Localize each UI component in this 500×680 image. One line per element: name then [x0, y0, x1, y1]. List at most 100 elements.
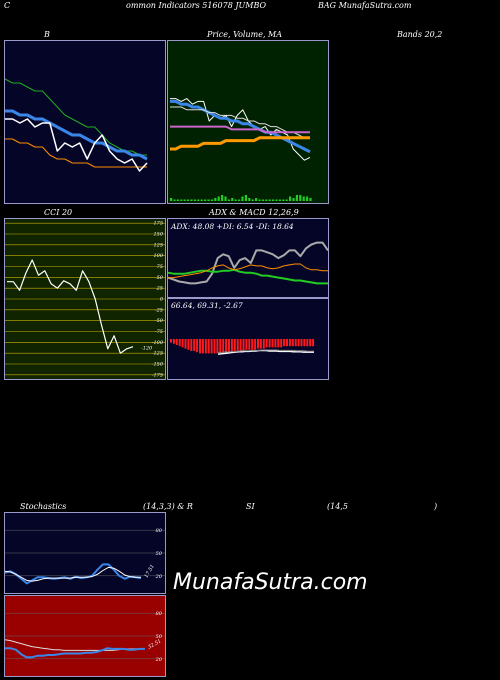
macd-histogram-bar	[254, 339, 257, 350]
macd-chart	[170, 339, 315, 355]
cci-tick-label: -100	[152, 340, 164, 346]
cci-tick-label: -175	[152, 372, 163, 378]
adx-panel: ADX: 48.08 +DI: 6.54 -DI: 18.64	[167, 218, 329, 298]
volume-bar	[255, 198, 258, 201]
price-panel	[167, 40, 329, 204]
header-left: C	[4, 1, 11, 10]
rsi-tick-label: 80	[156, 611, 163, 617]
macd-values-label: 66.64, 69.31, -2.67	[171, 301, 243, 310]
cci-tick-label: 50	[157, 275, 164, 281]
volume-bar	[244, 195, 247, 201]
cci-tick-label: 75	[157, 264, 163, 270]
ma-short-line	[170, 99, 311, 154]
macd-histogram-bar	[268, 339, 271, 348]
macd-histogram-bar	[219, 339, 222, 354]
volume-bar	[204, 199, 207, 201]
stoch-title: Stochastics	[20, 502, 67, 511]
macd-histogram-bar	[297, 339, 300, 347]
ma-longest-line	[170, 136, 310, 151]
volume-bar	[265, 199, 268, 201]
macd-histogram-bar	[280, 339, 283, 348]
rsi-title: SI	[246, 502, 255, 511]
volume-bar	[289, 196, 292, 201]
bbands-panel	[4, 40, 166, 204]
stoch-tick-label: 50	[156, 551, 163, 557]
macd-histogram-bar	[271, 339, 274, 348]
volume-bar	[187, 199, 190, 201]
macd-histogram-bar	[207, 339, 210, 354]
volume-bar	[268, 199, 271, 201]
rsi-chart: 80 50 20 32.51	[4, 611, 165, 663]
volume-bar	[200, 199, 203, 201]
bbands-title-right: Bands 20,2	[397, 30, 443, 39]
macd-histogram-bar	[196, 339, 199, 353]
cci-tick-label: -25	[155, 307, 163, 313]
macd-line	[217, 349, 314, 355]
macd-histogram-bar	[288, 339, 291, 347]
cci-tick-label: -150	[152, 362, 164, 368]
macd-histogram-bar	[300, 339, 303, 347]
ma-long-line	[170, 125, 310, 134]
rsi-last-label: 32.51	[147, 638, 162, 650]
macd-histogram-bar	[175, 339, 178, 345]
macd-histogram-bar	[222, 339, 225, 354]
adx-values-label: ADX: 48.08 +DI: 6.54 -DI: 18.64	[171, 222, 294, 231]
bbands-chart	[4, 78, 148, 172]
volume-bar	[227, 199, 230, 201]
macd-histogram-bar	[257, 339, 259, 349]
stoch-d-line	[4, 566, 141, 582]
macd-histogram-bar	[309, 339, 312, 347]
macd-histogram-bar	[172, 339, 175, 344]
volume-bar	[309, 198, 312, 201]
volume-bar	[306, 196, 309, 201]
macd-histogram-bar	[236, 339, 239, 351]
plus-di-line	[167, 268, 328, 285]
adx-chart	[167, 241, 329, 285]
cci-chart: 175 150 125 100 75 50 25 0 -25 -50 -75 -100 -125 -150…	[5, 221, 165, 378]
volume-bar	[251, 199, 254, 201]
cci-tick-label: 100	[153, 253, 163, 259]
macd-histogram-bar	[210, 339, 213, 354]
cci-tick-label: 175	[153, 221, 163, 227]
volume-bar	[241, 196, 244, 201]
volume-bar	[217, 196, 220, 201]
macd-histogram-bar	[190, 339, 193, 351]
adx-macd-title: ADX & MACD 12,26,9	[209, 208, 299, 217]
header-title: ommon Indicators 516078 JUMBO	[126, 1, 267, 10]
price-chart	[170, 98, 312, 201]
volume-bar	[197, 199, 200, 201]
volume-bar	[173, 199, 176, 201]
macd-histogram-bar	[170, 339, 172, 343]
price-line	[170, 98, 311, 161]
macd-histogram-bar	[233, 339, 236, 353]
stoch-last-label: 17.51	[144, 564, 156, 579]
volume-bar	[170, 198, 173, 201]
bbands-title-left: B	[44, 30, 50, 39]
volume-bar	[282, 199, 285, 201]
volume-bar	[261, 199, 264, 201]
cci-title: CCI 20	[44, 208, 73, 217]
cci-tick-label: 25	[156, 286, 163, 292]
macd-histogram-bar	[283, 339, 286, 347]
watermark: MunafaSutra.com	[173, 570, 368, 595]
macd-histogram-bar	[274, 339, 277, 348]
volume-bar	[285, 199, 288, 201]
stoch-k-line	[4, 563, 142, 585]
macd-histogram-bar	[184, 339, 187, 349]
volume-bar	[248, 198, 251, 201]
stoch-tick-label: 80	[156, 528, 163, 534]
volume-bar	[180, 199, 183, 201]
macd-histogram-bar	[248, 339, 251, 350]
macd-histogram-bar	[251, 339, 254, 350]
stoch-params: (14,3,3) & R	[143, 502, 193, 511]
macd-histogram-bar	[286, 339, 288, 347]
macd-histogram-bar	[204, 339, 207, 354]
volume-bar	[224, 196, 227, 201]
rsi-line	[5, 647, 145, 659]
volume-bar	[278, 199, 281, 201]
macd-histogram-bar	[306, 339, 309, 347]
macd-histogram-bar	[201, 339, 204, 354]
volume-bar	[183, 199, 186, 201]
cci-tick-label: -125	[152, 351, 163, 357]
volume-bar	[292, 198, 295, 201]
